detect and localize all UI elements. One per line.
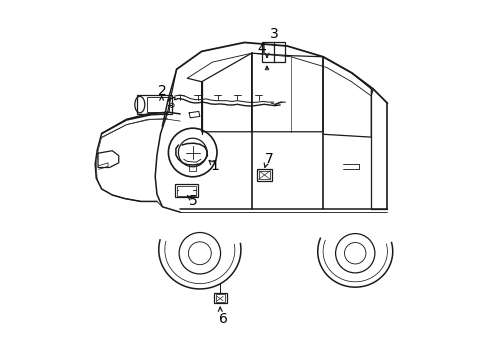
Bar bbox=[214, 293, 226, 303]
Bar bbox=[147, 97, 169, 112]
Bar bbox=[258, 171, 270, 179]
Text: 6: 6 bbox=[219, 312, 228, 325]
Text: 7: 7 bbox=[264, 152, 273, 166]
Bar bbox=[176, 186, 196, 196]
Text: 3: 3 bbox=[269, 27, 278, 41]
Bar bbox=[215, 294, 224, 302]
Text: 4: 4 bbox=[257, 41, 265, 55]
Bar bbox=[257, 168, 271, 181]
Bar bbox=[175, 184, 198, 197]
Text: 2: 2 bbox=[158, 84, 166, 98]
Text: 1: 1 bbox=[210, 159, 219, 174]
Bar bbox=[137, 95, 172, 114]
Bar bbox=[261, 42, 285, 62]
Text: 5: 5 bbox=[189, 194, 197, 208]
